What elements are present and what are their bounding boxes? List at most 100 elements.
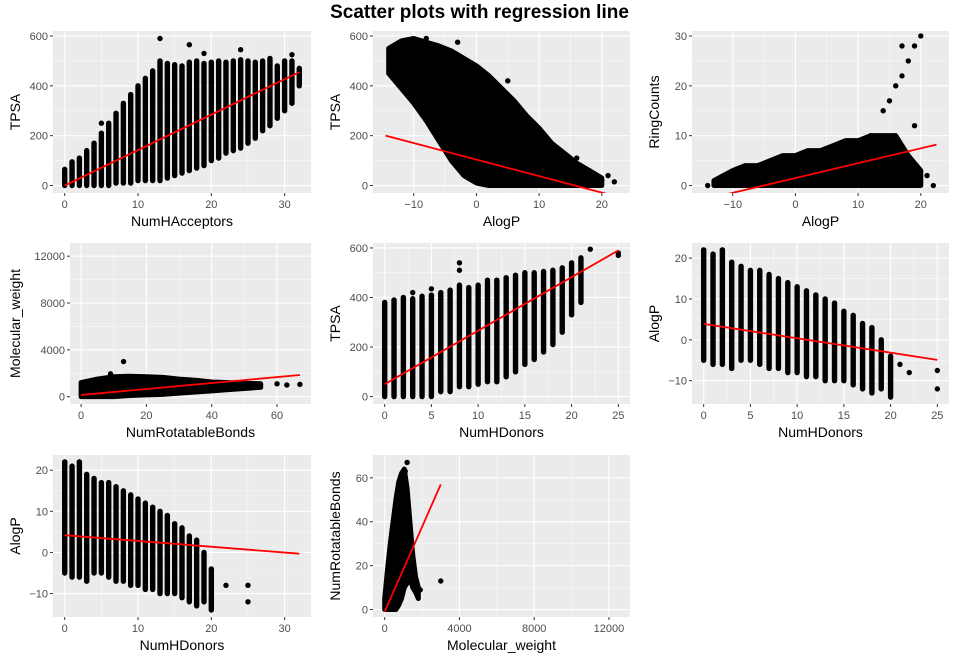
scatter-point-band <box>568 260 575 318</box>
x-tick-label: 10 <box>791 410 803 422</box>
scatter-point <box>905 58 911 64</box>
scatter-point <box>98 120 105 126</box>
scatter-point-band <box>252 59 258 141</box>
scatter-point-band <box>803 288 810 380</box>
x-tick-label: 30 <box>278 199 290 211</box>
scatter-point-band <box>215 58 222 161</box>
y-tick-label: −10 <box>668 376 687 388</box>
x-tick-label: 4000 <box>447 623 471 635</box>
x-tick-label: 8000 <box>522 623 546 635</box>
y-axis-title: TPSA <box>7 93 23 130</box>
scatter-point-band <box>578 255 584 306</box>
scatter-point-band <box>135 83 141 184</box>
y-axis-title: NumRotatableBonds <box>327 471 343 600</box>
scatter-point-band <box>179 63 185 176</box>
scatter-point-band <box>719 247 726 368</box>
x-tick-label: 0 <box>382 410 388 422</box>
x-axis-title: AlogP <box>483 213 520 229</box>
scatter-point-band <box>484 279 491 385</box>
scatter-point <box>893 83 899 89</box>
x-tick-label: 20 <box>915 199 927 211</box>
scatter-point <box>704 182 711 189</box>
scatter-point-band <box>230 58 237 154</box>
regression-line <box>64 71 300 187</box>
scatter-point <box>245 582 251 589</box>
scatter-point <box>417 587 423 593</box>
scatter-point-band <box>142 75 149 184</box>
scatter-panel-6: 0 5 10 15 20 25 −10 0 10 20 NumHDonors AlogP <box>646 243 949 440</box>
scatter-point-band <box>62 166 68 189</box>
scatter-point-band <box>859 320 866 392</box>
regression-line <box>64 534 300 555</box>
scatter-point-band <box>120 100 127 186</box>
scatter-point-band <box>831 300 838 384</box>
scatter-point-band <box>550 267 556 348</box>
x-tick-label: 5 <box>428 410 434 422</box>
y-tick-label: 0 <box>681 335 687 347</box>
y-tick-label: 0 <box>42 547 48 559</box>
scatter-point <box>906 369 912 376</box>
scatter-point-band <box>259 58 266 134</box>
scatter-point-band <box>822 296 828 384</box>
y-tick-label: 4000 <box>41 345 65 357</box>
scatter-point-band <box>794 284 800 376</box>
x-axis-title: NumHDonors <box>459 424 544 440</box>
scatter-point <box>899 43 905 49</box>
scatter-point-cloud <box>711 133 924 189</box>
scatter-point <box>456 260 463 266</box>
scatter-point-band <box>447 287 453 395</box>
scatter-point-band <box>106 479 112 580</box>
scatter-point-band <box>438 289 444 395</box>
x-axis-title: NumHDonors <box>778 424 863 440</box>
scatter-point-band <box>475 282 481 387</box>
y-tick-label: −10 <box>29 589 48 601</box>
scatter-point-band <box>747 267 754 363</box>
scatter-point <box>899 73 905 79</box>
regression-line <box>703 323 938 361</box>
scatter-point-band <box>400 294 407 400</box>
scatter-point <box>223 582 229 589</box>
y-tick-label: 600 <box>30 31 48 43</box>
scatter-point <box>867 132 874 139</box>
x-tick-label: 30 <box>278 623 290 635</box>
scatter-point <box>157 35 163 42</box>
scatter-point-band <box>757 267 763 368</box>
scatter-point <box>911 43 918 49</box>
figure-title: Scatter plots with regression line <box>330 2 629 23</box>
y-tick-label: 10 <box>675 294 687 306</box>
scatter-point <box>605 172 611 179</box>
x-axis-title: NumHAcceptors <box>131 213 233 229</box>
scatter-point <box>484 277 491 283</box>
scatter-point <box>289 51 295 58</box>
y-tick-label: 200 <box>350 131 368 143</box>
y-tick-label: 0 <box>681 181 687 193</box>
scatter-point <box>402 468 408 474</box>
scatter-panel-8: 0 4000 8000 12000 0 20 40 60 Molecular_weight Num… <box>327 455 630 653</box>
scatter-point <box>76 157 83 164</box>
regression-line <box>384 249 619 385</box>
scatter-point <box>611 179 618 185</box>
x-tick-label: 5 <box>747 410 753 422</box>
y-tick-label: 12000 <box>34 251 65 263</box>
scatter-point-band <box>171 520 178 597</box>
scatter-point-band <box>738 263 744 363</box>
scatter-point <box>411 95 417 101</box>
x-axis-title: NumRotatableBonds <box>126 424 255 440</box>
scatter-point <box>897 361 903 368</box>
scatter-point-band <box>785 279 791 376</box>
scatter-point-band <box>127 91 134 186</box>
y-tick-label: 0 <box>362 605 368 617</box>
x-axis-title: AlogP <box>802 213 839 229</box>
scatter-point-band <box>157 58 163 184</box>
y-tick-label: 20 <box>356 561 368 573</box>
y-tick-label: 20 <box>675 81 687 93</box>
scatter-point <box>586 167 592 174</box>
y-tick-label: 0 <box>42 181 48 193</box>
scatter-point-band <box>76 459 83 580</box>
scatter-point-band <box>274 63 280 121</box>
scatter-point-band <box>878 337 884 392</box>
regression-line <box>383 484 442 613</box>
scatter-point <box>245 599 251 605</box>
scatter-point <box>404 459 410 466</box>
